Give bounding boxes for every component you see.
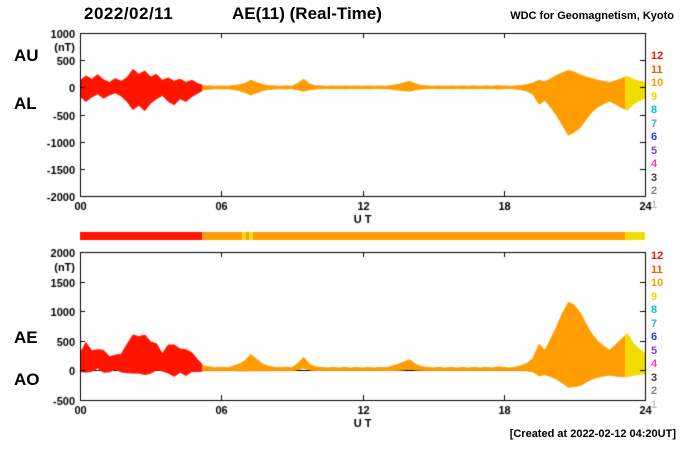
- legend-count-2: 2: [651, 185, 658, 198]
- legend-count-4: 4: [651, 158, 658, 171]
- station-count-legend-bottom: 12 11 10 9 8 7 6 5 4 3 2 1: [651, 251, 673, 411]
- legend-count-9: 9: [651, 90, 658, 103]
- legend-count-2: 2: [651, 385, 658, 398]
- data-source-label: WDC for Geomagnetism, Kyoto: [510, 10, 674, 22]
- legend-count-9: 9: [651, 290, 658, 303]
- legend-count-1: 1: [651, 198, 658, 211]
- legend-count-11: 11: [651, 63, 663, 76]
- legend-count-7: 7: [651, 317, 658, 330]
- legend-count-3: 3: [651, 371, 658, 384]
- created-timestamp: [Created at 2022-02-12 04:20UT]: [509, 428, 676, 440]
- legend-count-1: 1: [651, 398, 658, 411]
- station-count-legend-top: 12 11 10 9 8 7 6 5 4 3 2 1: [651, 51, 673, 211]
- legend-count-5: 5: [651, 344, 658, 357]
- legend-count-11: 11: [651, 263, 663, 276]
- legend-count-10: 10: [651, 277, 664, 290]
- legend-count-10: 10: [651, 77, 664, 90]
- legend-count-5: 5: [651, 144, 658, 157]
- legend-count-8: 8: [651, 304, 658, 317]
- axis-label-ae: AE: [14, 328, 38, 347]
- legend-count-12: 12: [651, 50, 664, 62]
- legend-count-3: 3: [651, 171, 658, 184]
- axis-label-au: AU: [14, 46, 39, 65]
- legend-count-6: 6: [651, 331, 658, 344]
- legend-count-8: 8: [651, 104, 658, 117]
- legend-count-4: 4: [651, 358, 658, 371]
- axis-label-al: AL: [14, 94, 37, 113]
- plot-date: 2022/02/11: [84, 4, 174, 23]
- page-title: AE(11) (Real-Time): [232, 4, 382, 23]
- axis-label-ao: AO: [14, 370, 40, 389]
- legend-count-7: 7: [651, 117, 658, 130]
- legend-count-12: 12: [651, 250, 664, 262]
- legend-count-6: 6: [651, 131, 658, 144]
